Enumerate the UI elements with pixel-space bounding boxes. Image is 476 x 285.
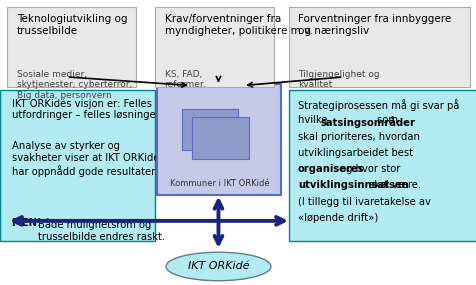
Text: MEN!: MEN! — [12, 218, 45, 228]
FancyBboxPatch shape — [288, 90, 476, 241]
Text: KS, FAD,
reformer.: KS, FAD, reformer. — [164, 70, 206, 89]
Text: satsingsområder: satsingsområder — [320, 115, 415, 127]
FancyBboxPatch shape — [7, 7, 136, 87]
Text: organiseres: organiseres — [298, 164, 364, 174]
Ellipse shape — [166, 252, 270, 281]
FancyBboxPatch shape — [172, 100, 228, 142]
Text: Analyse av styrker og
svakheter viser at IKT ORKidé
har oppnådd gode resultater.: Analyse av styrker og svakheter viser at… — [12, 141, 159, 177]
Text: Tilgjengelighet og
kvalitet: Tilgjengelighet og kvalitet — [298, 70, 379, 89]
Text: Krav/forventninger fra
myndigheter, politikere m.v.: Krav/forventninger fra myndigheter, poli… — [164, 14, 312, 36]
Text: IKT ORKidé: IKT ORKidé — [187, 261, 249, 272]
Text: Forventninger fra innbyggere
og næringsliv: Forventninger fra innbyggere og næringsl… — [298, 14, 450, 36]
Text: (I tillegg til ivaretakelse av: (I tillegg til ivaretakelse av — [298, 197, 430, 207]
Text: hvilke: hvilke — [298, 115, 330, 125]
Text: IKT ORKidés visjon er: Felles
utfordringer – felles løsninger.: IKT ORKidés visjon er: Felles utfordring… — [12, 98, 162, 121]
Text: utviklingsinnsatsen: utviklingsinnsatsen — [298, 180, 408, 190]
FancyBboxPatch shape — [191, 117, 249, 159]
FancyBboxPatch shape — [182, 109, 237, 150]
FancyBboxPatch shape — [0, 90, 155, 241]
FancyBboxPatch shape — [155, 7, 274, 87]
Text: utviklingsarbeidet best: utviklingsarbeidet best — [298, 148, 412, 158]
Text: Både mulighetsrom og
trusselbilde endres raskt.: Både mulighetsrom og trusselbilde endres… — [38, 218, 165, 241]
Text: skal være.: skal være. — [365, 180, 420, 190]
Text: Strategiprosessen må gi svar på: Strategiprosessen må gi svar på — [298, 99, 458, 111]
Text: Kommuner i IKT ORKidé: Kommuner i IKT ORKidé — [169, 179, 268, 188]
Text: som: som — [374, 115, 397, 125]
Text: Teknologiutvikling og
trusselbilde: Teknologiutvikling og trusselbilde — [17, 14, 127, 36]
FancyBboxPatch shape — [288, 7, 469, 87]
Text: «løpende drift»): «løpende drift») — [298, 213, 377, 223]
Text: skal prioriteres, hvordan: skal prioriteres, hvordan — [298, 132, 419, 142]
Text: og hvor stor: og hvor stor — [337, 164, 400, 174]
Text: Sosiale medier,
skytjenester, cyberterror,
Big data, personvern: Sosiale medier, skytjenester, cyberterro… — [17, 70, 132, 100]
FancyBboxPatch shape — [157, 84, 281, 195]
